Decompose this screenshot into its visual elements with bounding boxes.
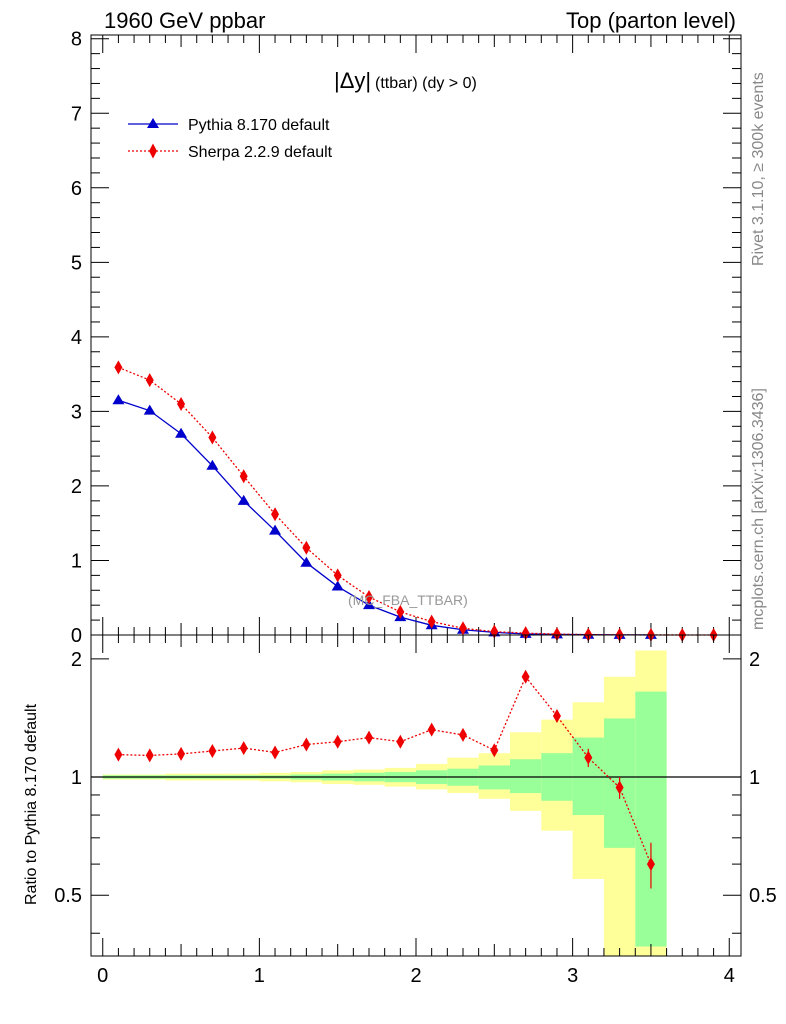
main-panel: 0 1 2 3 4 5 6 7 8 |Δy| (ttbar) (dy > 0) (MC_FBA_… [71, 29, 742, 647]
sherpa-point [427, 614, 436, 629]
sherpa-ratio-point [365, 730, 374, 745]
sherpa-ratio-line [118, 675, 652, 865]
main-title: |Δy| (ttbar) (dy > 0) [334, 68, 477, 93]
x-tick-label: 2 [410, 965, 421, 987]
main-y-tick-label: 7 [71, 103, 82, 125]
sherpa-ratio-point [208, 743, 217, 758]
main-y-tick-label: 6 [71, 178, 82, 200]
pythia-point [331, 580, 344, 591]
sherpa-ratio-point [646, 857, 655, 872]
sherpa-ratio-point [302, 737, 311, 752]
sherpa-ratio-point [271, 745, 280, 760]
ratio-y-axis-label: Ratio to Pythia 8.170 default [23, 703, 40, 905]
sherpa-ratio-point [490, 743, 499, 758]
sherpa-point [333, 568, 342, 583]
sherpa-ratio-point [552, 709, 561, 724]
ratio-y-tick-label-right: 1 [749, 767, 760, 789]
legend-sherpa-marker [149, 143, 157, 159]
sherpa-point [521, 626, 530, 641]
ratio-y-tick-label-left: 1 [71, 767, 82, 789]
x-tick-label: 3 [567, 965, 578, 987]
sherpa-ratio-point [145, 748, 154, 763]
sherpa-point [145, 373, 154, 388]
pythia-line [118, 399, 651, 636]
sherpa-point [114, 360, 123, 375]
pythia-point [143, 404, 156, 415]
mcplots-label: mcplots.cern.ch [arXiv:1306.3436] [750, 388, 767, 630]
ratio-y-tick-label-left: 0.5 [54, 885, 82, 907]
sherpa-point [552, 627, 561, 642]
main-y-tick-label: 2 [71, 476, 82, 498]
sherpa-ratio-point [584, 750, 593, 765]
main-y-tick-label: 0 [71, 625, 82, 647]
sherpa-ratio-point [177, 746, 186, 761]
legend-item-pythia: Pythia 8.170 default [128, 117, 330, 134]
sherpa-ratio-point [333, 734, 342, 749]
sherpa-ratio-point [615, 780, 624, 795]
sherpa-point [208, 430, 217, 445]
main-y-tick-label: 4 [71, 327, 82, 349]
header-left: 1960 GeV ppbar [104, 8, 265, 33]
pythia-point [175, 427, 188, 438]
analysis-watermark: (MC_FBA_TTBAR) [348, 592, 468, 608]
pythia-point [112, 394, 125, 405]
legend: Pythia 8.170 default Sherpa 2.2.9 defaul… [128, 117, 333, 161]
ratio-y-tick-label-right: 2 [749, 649, 760, 671]
main-y-tick-label: 5 [71, 252, 82, 274]
sherpa-ratio-point [427, 722, 436, 737]
ratio-band-inner [635, 691, 667, 947]
rivet-label: Rivet 3.1.10, ≥ 300k events [750, 72, 767, 266]
sherpa-point [396, 604, 405, 619]
legend-pythia-marker [147, 118, 159, 128]
ratio-band-inner [509, 759, 542, 794]
pythia-point [237, 494, 250, 505]
sherpa-ratio-point [239, 741, 248, 756]
sherpa-point [302, 540, 311, 555]
pythia-point [363, 599, 376, 610]
main-y-tick-label: 3 [71, 401, 82, 423]
x-tick-label: 4 [724, 965, 735, 987]
ratio-y-tick-label-left: 2 [71, 649, 82, 671]
sherpa-ratio-point [396, 734, 405, 749]
legend-pythia-label: Pythia 8.170 default [188, 117, 330, 134]
x-tick-label: 1 [254, 965, 265, 987]
sherpa-point [365, 589, 374, 604]
sherpa-point [239, 469, 248, 484]
sherpa-point [271, 507, 280, 522]
sherpa-ratio-point [114, 747, 123, 762]
main-title-symbol: |Δy| [334, 68, 371, 93]
legend-item-sherpa: Sherpa 2.2.9 default [128, 143, 333, 161]
main-title-rest: (ttbar) (dy > 0) [375, 75, 477, 92]
sherpa-point [458, 621, 467, 636]
pythia-point [269, 524, 282, 535]
ratio-y-tick-label-right: 0.5 [749, 885, 777, 907]
sherpa-point [177, 396, 186, 411]
legend-sherpa-label: Sherpa 2.2.9 default [188, 144, 333, 161]
x-tick-label: 0 [97, 965, 108, 987]
pythia-point [206, 459, 219, 470]
sherpa-ratio-point [521, 669, 530, 684]
sherpa-ratio-point [458, 727, 467, 742]
pythia-point [300, 556, 313, 567]
main-y-tick-label: 8 [71, 29, 82, 51]
ratio-panel: 0.5 0.5 1 1 2 2 0 1 2 3 4 Ratio to Pythia 8.170 de… [23, 634, 777, 987]
main-y-tick-label: 1 [71, 550, 82, 572]
header-right: Top (parton level) [566, 8, 736, 33]
